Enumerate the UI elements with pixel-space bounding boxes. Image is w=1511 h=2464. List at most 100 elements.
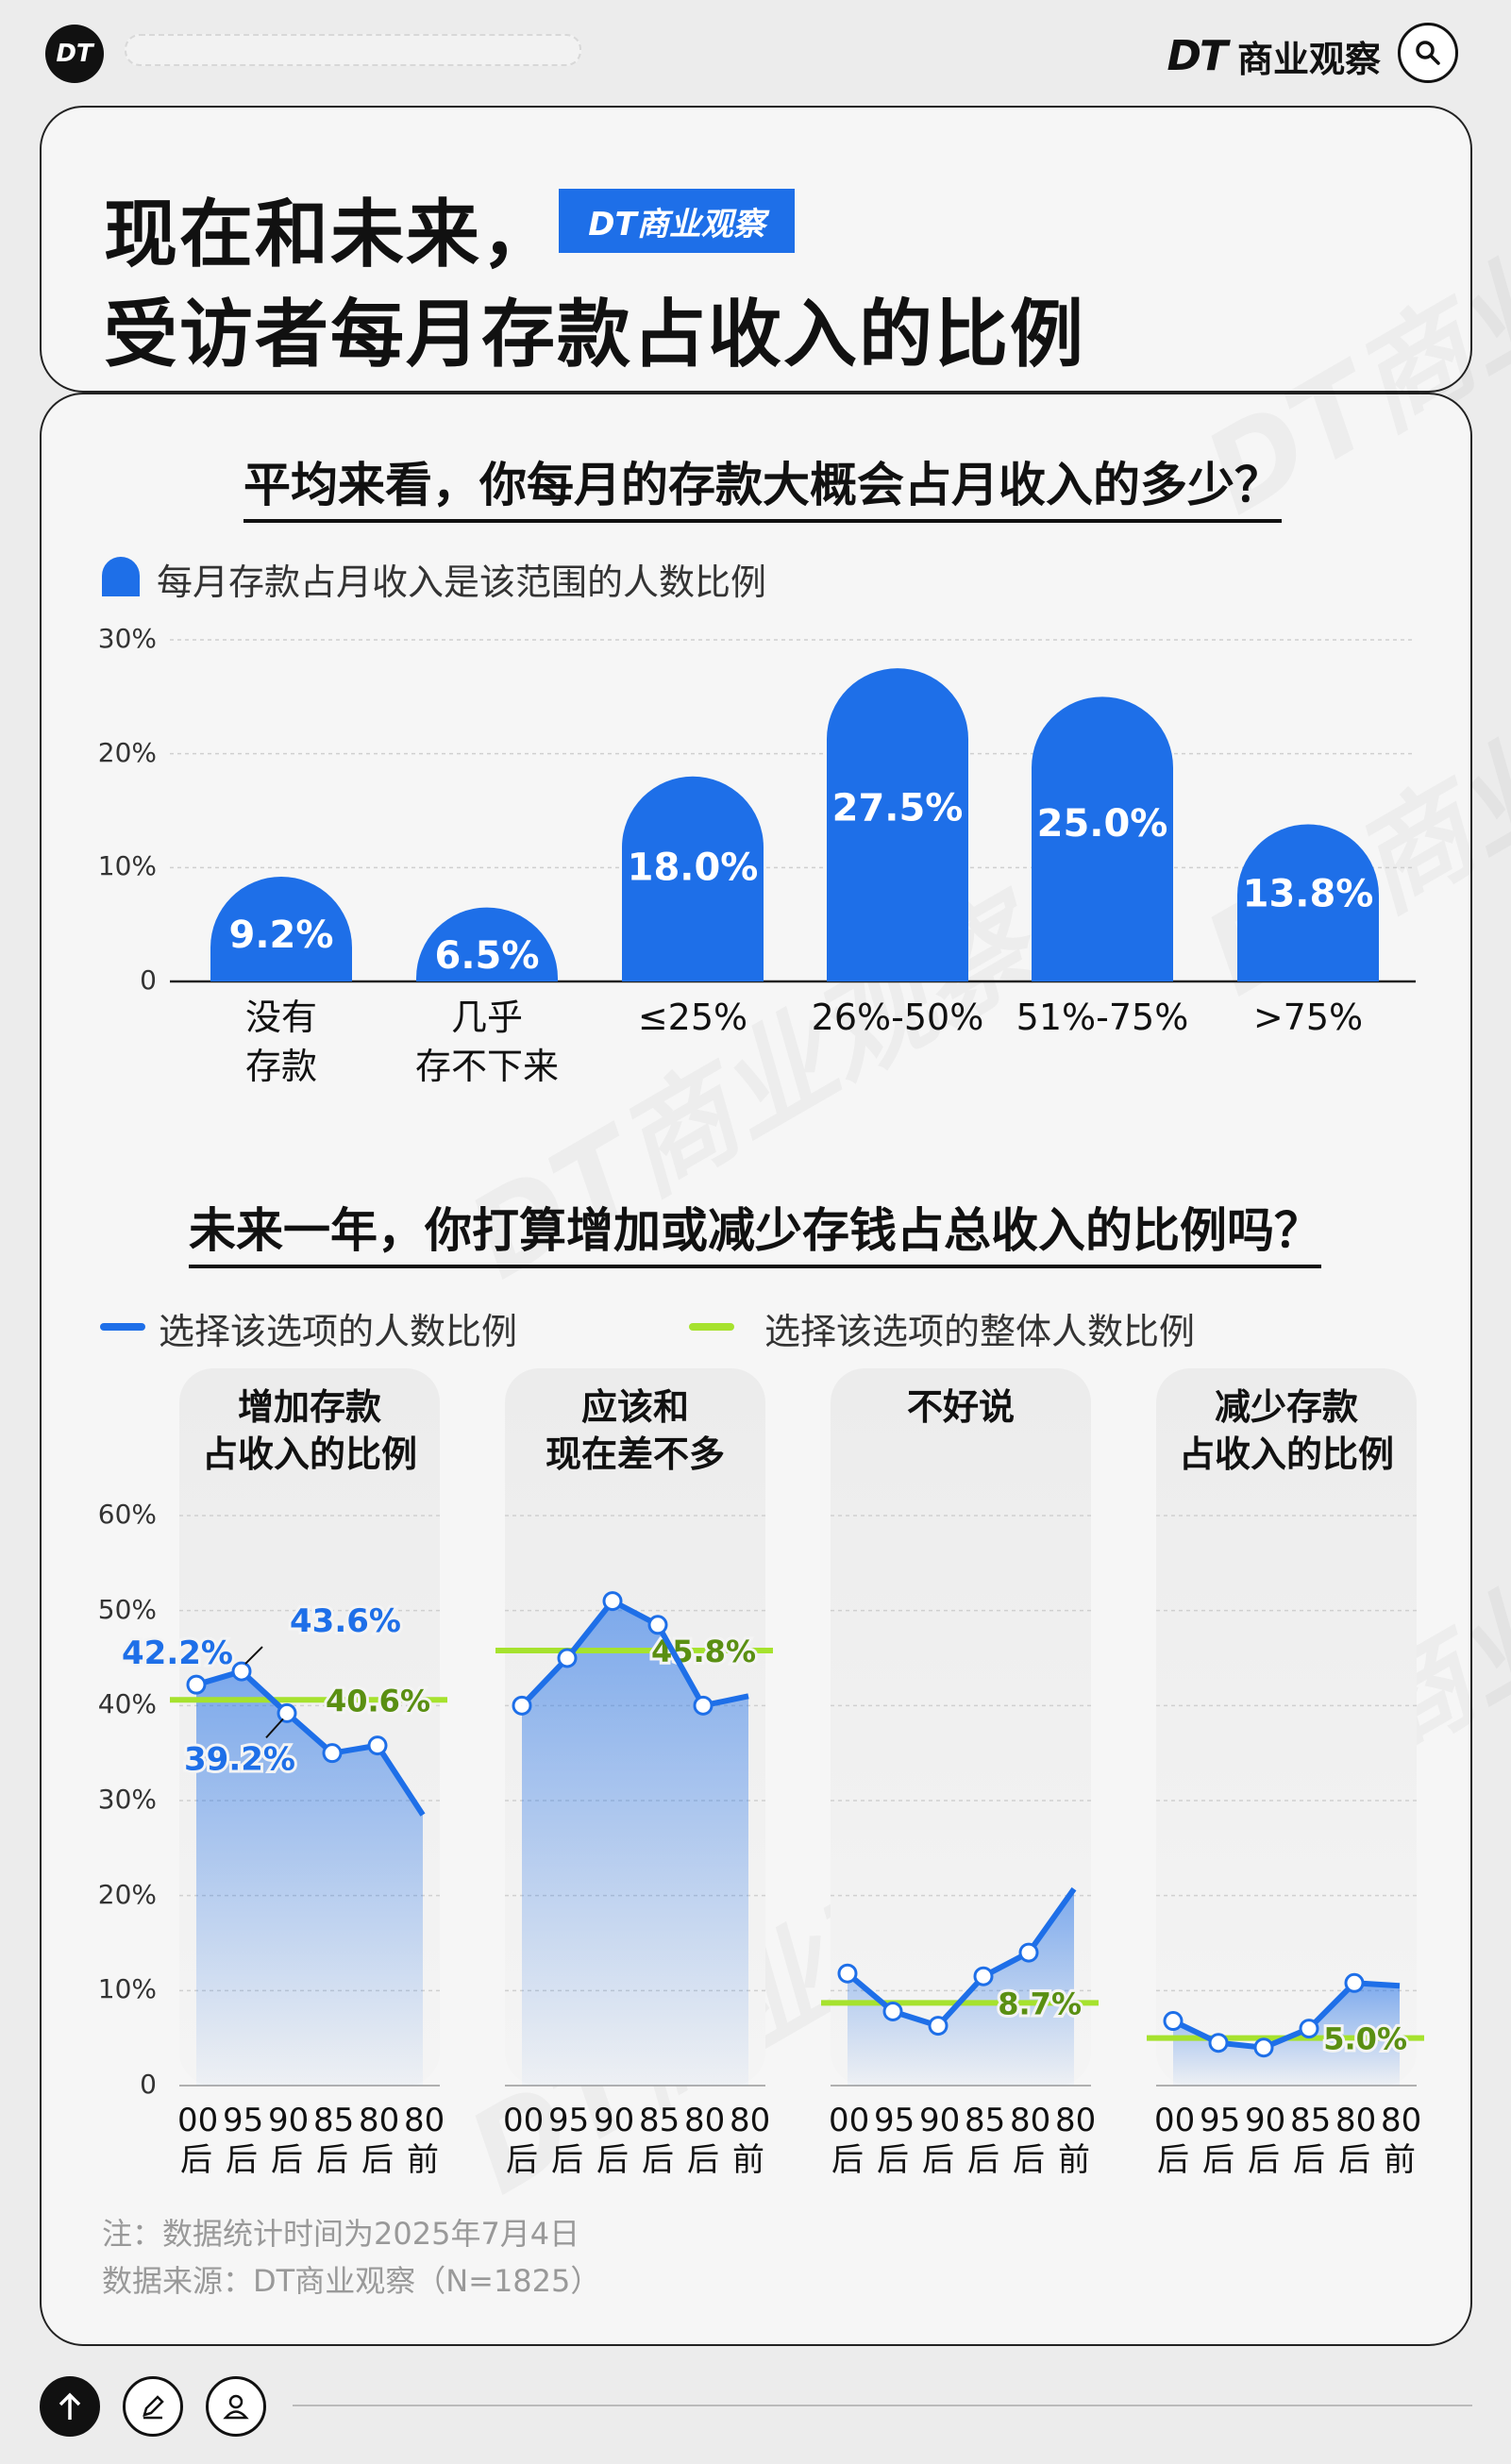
x-tick-label: 前 <box>1058 2141 1090 2179</box>
series-point <box>1253 2037 1274 2058</box>
x-tick-label: 85 <box>639 2102 680 2139</box>
x-tick-label: 00 <box>1154 2102 1196 2139</box>
y-tick-label: 10% <box>97 1973 157 2005</box>
y-tick-label: 50% <box>97 1593 157 1625</box>
y-tick-label: 20% <box>97 1878 157 1910</box>
x-tick-label: 85 <box>965 2102 1006 2139</box>
search-button[interactable] <box>1398 23 1458 83</box>
search-icon <box>1416 41 1440 65</box>
x-tick-label: 后 <box>506 2141 538 2179</box>
x-tick-label: 后 <box>361 2141 394 2179</box>
x-tick-label: 90 <box>919 2102 961 2139</box>
series-point <box>693 1695 714 1716</box>
x-tick-label: 后 <box>642 2141 674 2179</box>
series-point <box>647 1615 668 1635</box>
x-tick-label: 80 <box>1335 2102 1377 2139</box>
bar-chart: 9.2% 6.5% 18.0% 27.5% 25.0% 13.8% <box>170 639 1416 983</box>
brand-name: DT 商业观察 <box>1167 30 1381 82</box>
x-tick-label: 后 <box>1202 2141 1234 2179</box>
q1-legend-text: 每月存款占月收入是该范围的人数比例 <box>157 562 767 603</box>
bar-value-label: 6.5% <box>435 934 540 978</box>
x-tick-label: 95 <box>874 2102 915 2139</box>
q1-title: 平均来看，你每月的存款大概会占月收入的多少？ <box>243 447 1282 523</box>
x-tick-label: 后 <box>226 2141 258 2179</box>
x-tick-label: 后 <box>1248 2141 1280 2179</box>
x-tick-label: 90 <box>594 2102 635 2139</box>
x-tick-label: 80 <box>730 2102 771 2139</box>
y-tick-label: 0 <box>140 964 157 996</box>
x-tick-label: 85 <box>313 2102 355 2139</box>
profile-button[interactable] <box>206 2376 266 2437</box>
x-tick-label: 00 <box>503 2102 545 2139</box>
series-point <box>186 1674 207 1695</box>
x-tick-label: 95 <box>548 2102 590 2139</box>
x-tick-label: 后 <box>877 2141 909 2179</box>
x-tick-label: 80 <box>1010 2102 1051 2139</box>
panel-background <box>1156 1368 1417 2086</box>
panel-title: 减少存款 <box>1214 1386 1358 1428</box>
x-tick-label: 95 <box>223 2102 264 2139</box>
x-tick-label: 前 <box>732 2141 764 2179</box>
panel-title: 增加存款 <box>237 1386 381 1428</box>
series-point <box>928 2016 949 2037</box>
x-tick-label: 后 <box>1293 2141 1325 2179</box>
series-point <box>1018 1942 1039 1963</box>
page-title-line2: 受访者每月存款占收入的比例 <box>104 293 1086 377</box>
overall-value-label: 40.6% <box>326 1683 430 1718</box>
overall-value-label: 5.0% <box>1323 2021 1407 2057</box>
y-tick-label: 60% <box>97 1499 157 1530</box>
series-point <box>602 1591 623 1612</box>
x-tick-label: 前 <box>407 2141 439 2179</box>
footer-divider <box>293 2405 1472 2406</box>
bar <box>622 776 764 981</box>
q2-legend-overall-swatch <box>689 1323 734 1331</box>
x-tick-label: 后 <box>180 2141 212 2179</box>
series-point <box>882 2001 903 2021</box>
x-tick-label: 80 <box>1055 2102 1097 2139</box>
bar-value-label: 13.8% <box>1243 872 1374 915</box>
x-tick-label: 后 <box>1013 2141 1045 2179</box>
y-tick-label: 20% <box>97 736 157 768</box>
q2-legend-overall-text: 选择该选项的整体人数比例 <box>764 1311 1196 1352</box>
category-label: 存款 <box>244 1046 317 1087</box>
series-point <box>837 1963 858 1984</box>
x-tick-label: 后 <box>316 2141 348 2179</box>
bar <box>1032 696 1173 981</box>
category-label: >75% <box>1252 997 1364 1038</box>
panel-title: 占收入的比例 <box>1178 1433 1394 1475</box>
x-tick-label: 后 <box>967 2141 999 2179</box>
bar <box>827 668 968 981</box>
back-to-top-button[interactable] <box>40 2376 100 2437</box>
title-brand-badge: DT商业观察 <box>559 189 795 253</box>
y-tick-label: 30% <box>97 1784 157 1815</box>
category-label: 没有 <box>244 997 317 1038</box>
series-area <box>196 1671 423 2086</box>
title-card <box>40 106 1472 393</box>
x-tick-label: 后 <box>596 2141 629 2179</box>
panel-title: 现在差不多 <box>545 1433 725 1475</box>
line-chart: 40.6% 42.2% 43.6% 39.2% 45.8% 8.7% 5.0% <box>119 1515 1424 2087</box>
x-tick-label: 90 <box>1245 2102 1286 2139</box>
x-tick-label: 95 <box>1200 2102 1241 2139</box>
x-tick-label: 85 <box>1290 2102 1332 2139</box>
bar <box>210 876 352 981</box>
x-tick-label: 前 <box>1384 2141 1416 2179</box>
point-value-label: 42.2% <box>122 1634 233 1672</box>
x-tick-label: 00 <box>177 2102 219 2139</box>
panel-title: 应该和 <box>580 1386 689 1428</box>
progress-track <box>125 34 581 66</box>
category-label: 26%-50% <box>811 997 984 1038</box>
series-point <box>512 1695 532 1716</box>
pencil-icon <box>143 2395 164 2420</box>
x-tick-label: 后 <box>1338 2141 1370 2179</box>
series-point <box>1208 2033 1229 2053</box>
series-point <box>367 1735 388 1756</box>
q2-legend-series-text: 选择该选项的人数比例 <box>159 1311 518 1352</box>
edit-button[interactable] <box>123 2376 183 2437</box>
bar-value-label: 18.0% <box>628 846 759 890</box>
app-logo[interactable]: DT <box>45 25 104 83</box>
panel-title: 不好说 <box>906 1386 1015 1428</box>
y-tick-label: 40% <box>97 1688 157 1720</box>
x-tick-label: 80 <box>359 2102 400 2139</box>
x-tick-label: 00 <box>829 2102 870 2139</box>
